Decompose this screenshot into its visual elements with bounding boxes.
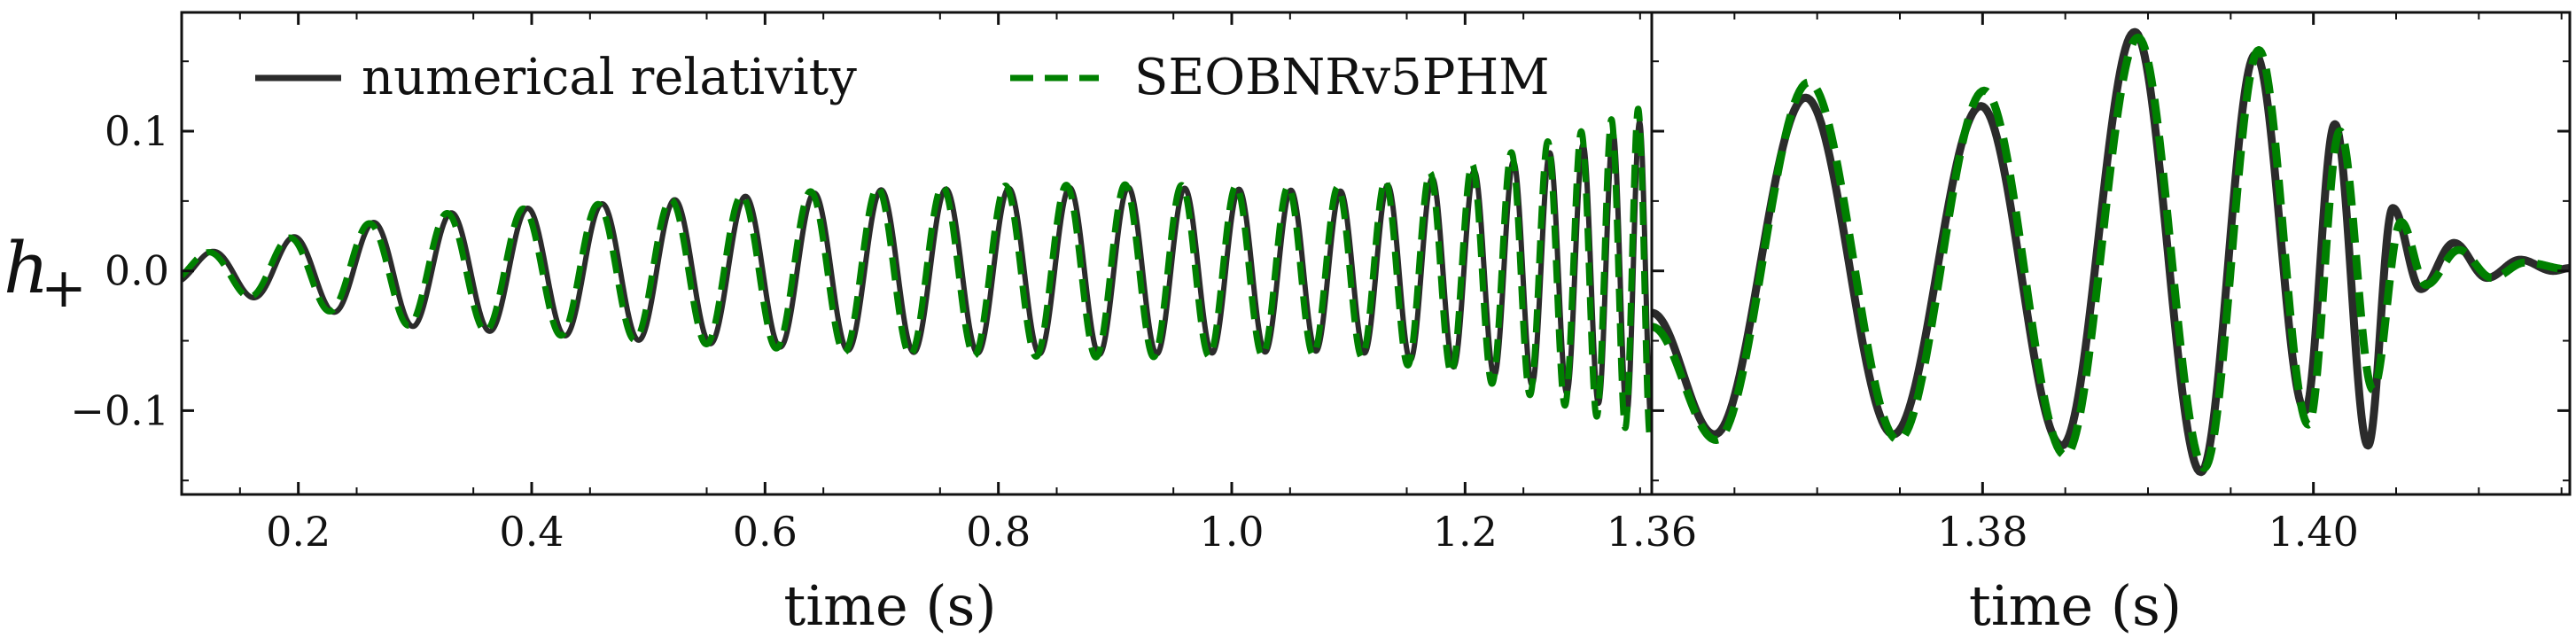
right-series-group — [1652, 27, 2570, 477]
y-axis-label: h + — [4, 227, 87, 320]
y-tick-label: 0.0 — [105, 247, 169, 295]
left-series-line-numerical-relativity — [182, 119, 1652, 427]
legend: numerical relativity SEOBNRv5PHM — [255, 49, 1550, 106]
y-axis-label-subscript: + — [41, 255, 87, 320]
left-x-tick-label: 0.4 — [499, 508, 564, 556]
legend-label-seobnrv5phm: SEOBNRv5PHM — [1134, 49, 1550, 106]
y-tick-label: −0.1 — [70, 386, 169, 434]
left-x-axis-label: time (s) — [783, 573, 996, 638]
right-series-line-seobnrv5phm — [1652, 33, 2570, 472]
right-series-line-numerical-relativity — [1652, 27, 2570, 477]
right-x-axis-label: time (s) — [1969, 573, 2182, 638]
left-series-group — [182, 105, 1652, 441]
y-axis-label-symbol: h — [4, 227, 50, 309]
left-x-tick-label: 0.8 — [966, 508, 1031, 556]
left-x-tick-label: 1.36 — [1607, 508, 1697, 556]
left-x-tick-label: 0.6 — [733, 508, 798, 556]
left-x-tick-label: 1.0 — [1199, 508, 1264, 556]
right-ticks: 1.38 1.40 — [1652, 12, 2570, 556]
right-axes-frame — [1650, 11, 2572, 496]
right-panel: 1.38 1.40 time (s) — [1650, 11, 2572, 638]
legend-label-numerical-relativity: numerical relativity — [362, 49, 857, 106]
left-ticks: 0.2 0.4 0.6 0.8 1.0 1.2 1.36 0.1 0.0 −0.1 — [70, 12, 1697, 556]
left-x-tick-label: 1.2 — [1433, 508, 1498, 556]
left-x-tick-label: 0.2 — [266, 508, 331, 556]
right-x-tick-label: 1.38 — [1937, 508, 2027, 556]
left-series-line-seobnrv5phm — [182, 105, 1652, 441]
y-tick-label: 0.1 — [105, 107, 169, 155]
right-x-tick-label: 1.40 — [2268, 508, 2358, 556]
left-panel: 0.2 0.4 0.6 0.8 1.0 1.2 1.36 0.1 0.0 −0.1 time (s… — [4, 11, 1697, 638]
